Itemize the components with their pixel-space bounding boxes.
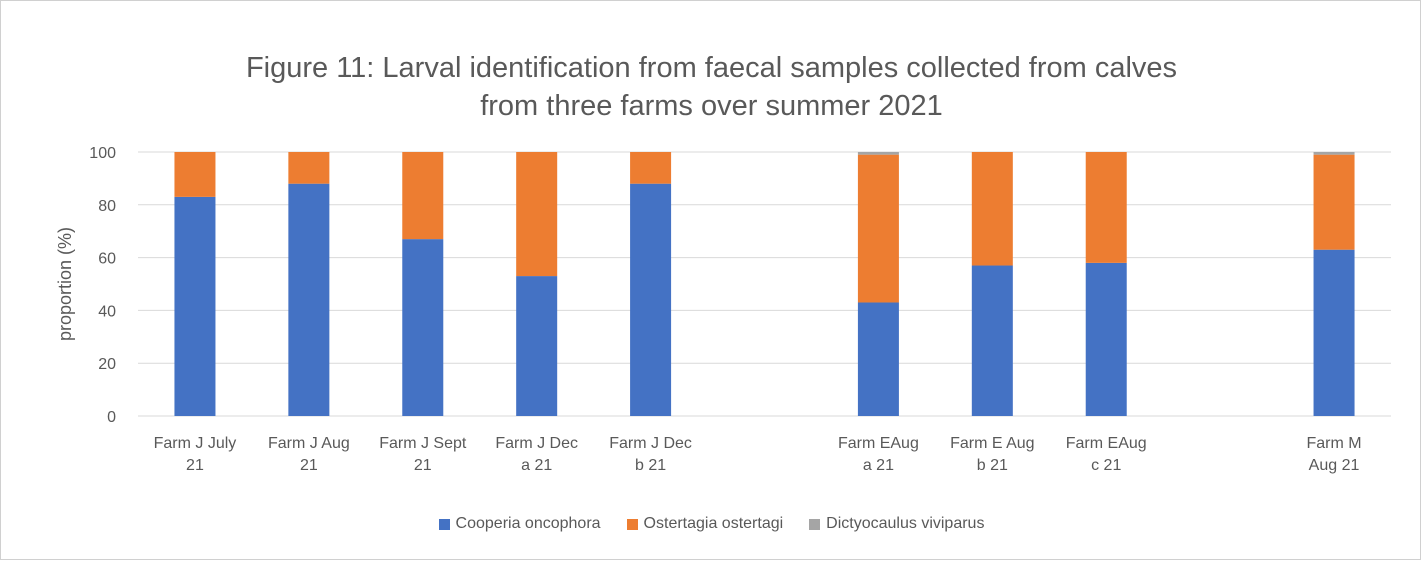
legend-item: Cooperia oncophora: [438, 515, 601, 533]
legend-swatch: [438, 518, 450, 530]
y-tick-label: 60: [98, 251, 116, 268]
bar-segment: [1085, 262, 1127, 416]
bar-segment: [1313, 152, 1355, 155]
bar-segment: [288, 183, 330, 416]
bar-segment: [402, 152, 444, 240]
bar-segment: [1085, 152, 1127, 263]
bar-segment: [630, 152, 672, 184]
bar-segment: [971, 265, 1013, 416]
x-tick-label: Farm EAug c 21: [1065, 435, 1147, 474]
legend-label: Ostertagia ostertagi: [643, 515, 784, 532]
bar-segment: [1313, 154, 1355, 250]
x-tick-label: Farm J Dec a 21: [495, 435, 578, 474]
bar-segment: [630, 183, 672, 416]
legend-item: Ostertagia ostertagi: [626, 515, 784, 533]
bar-segment: [402, 239, 444, 416]
x-tick-label: Farm J Dec b 21: [609, 435, 692, 474]
bar-segment: [857, 154, 899, 303]
x-tick-label: Farm EAug a 21: [837, 435, 919, 474]
legend-label: Cooperia oncophora: [455, 515, 601, 532]
y-tick-label: 80: [98, 198, 116, 215]
x-tick-label: Farm J Aug 21: [267, 435, 350, 474]
legend: Cooperia oncophora Ostertagia ostertagi Di…: [1, 515, 1421, 533]
bar-segment: [857, 302, 899, 416]
y-tick-label: 100: [89, 145, 116, 162]
bar-segment: [174, 152, 216, 197]
bar-segment: [516, 152, 558, 277]
x-tick-label: Farm E Aug b 21: [950, 435, 1035, 474]
x-tick-label: Farm J Sept 21: [379, 435, 467, 474]
bar-segment: [1313, 249, 1355, 416]
y-tick-label: 20: [98, 356, 116, 373]
bar-segment: [288, 152, 330, 184]
bar-segment: [971, 152, 1013, 266]
legend-item: Dictyocaulus viviparus: [809, 515, 984, 533]
bar-segment: [174, 196, 216, 416]
legend-label: Dictyocaulus viviparus: [826, 515, 985, 532]
x-tick-label: Farm M Aug 21: [1306, 435, 1362, 474]
bar-segment: [516, 276, 558, 416]
chart-title: Figure 11: Larval identification from fa…: [245, 52, 1178, 122]
y-tick-label: 0: [107, 409, 116, 426]
legend-swatch: [809, 518, 821, 530]
x-tick-label: Farm J July 21: [153, 435, 237, 474]
legend-swatch: [626, 518, 638, 530]
y-tick-label: 40: [98, 303, 116, 320]
y-axis-label: proportion (%): [55, 227, 75, 341]
bar-segment: [857, 152, 899, 155]
